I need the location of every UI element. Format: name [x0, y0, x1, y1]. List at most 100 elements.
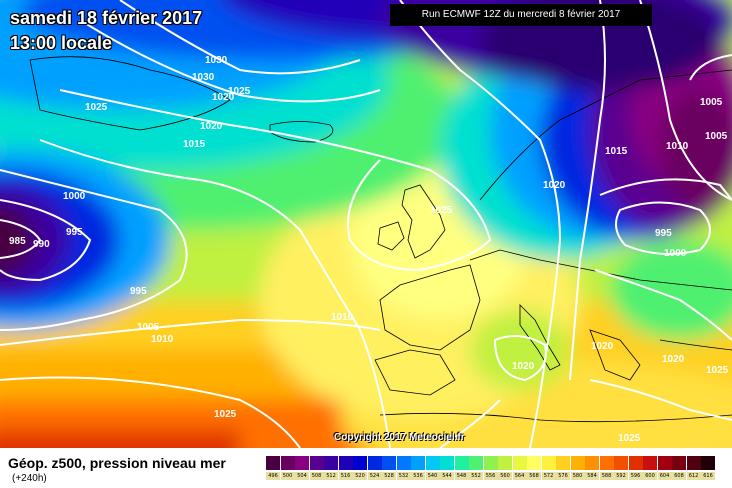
- color-scale-label: 600: [643, 472, 657, 480]
- isobar-label: 1025: [706, 365, 729, 376]
- isobar-label: 1020: [212, 92, 235, 103]
- color-scale-label: 560: [498, 472, 512, 480]
- isobar-label: 1005: [700, 97, 723, 108]
- isobar-label: 990: [33, 239, 50, 250]
- isobar-label: 1020: [512, 361, 535, 372]
- color-scale-swatch: [338, 456, 353, 470]
- color-scale-swatch: [614, 456, 628, 470]
- color-scale-swatch: [541, 456, 556, 470]
- color-scale-label: 512: [324, 472, 338, 480]
- color-scale-label: 580: [570, 472, 585, 480]
- color-scale-swatch: [469, 456, 483, 470]
- color-scale-label: 608: [672, 472, 686, 480]
- color-scale-swatch: [643, 456, 657, 470]
- color-scale-label: 552: [469, 472, 483, 480]
- color-scale-swatch: [672, 456, 686, 470]
- copyright-notice: Copyright 2017 Meteociel.fr: [334, 432, 465, 443]
- isobar-label: 1020: [591, 341, 614, 352]
- isobar-label: 985: [9, 236, 26, 247]
- color-scale-label: 572: [541, 472, 556, 480]
- color-scale-label: 516: [338, 472, 353, 480]
- run-info-banner: Run ECMWF 12Z du mercredi 8 février 2017: [390, 4, 652, 26]
- isobar-label: 1000: [63, 191, 86, 202]
- color-scale-swatch: [411, 456, 425, 470]
- color-scale-swatch: [701, 456, 715, 470]
- color-scale-swatch: [396, 456, 411, 470]
- isobar-label: 995: [655, 228, 672, 239]
- color-scale-swatch: [425, 456, 440, 470]
- color-scale-swatch: [657, 456, 672, 470]
- color-scale-swatch: [367, 456, 382, 470]
- color-scale-swatch: [324, 456, 338, 470]
- isobar-label: 1025: [228, 86, 251, 97]
- map-footer: Géop. z500, pression niveau mer (+240h) …: [0, 448, 732, 488]
- weather-map: 1030 1030 1025 1020 1025 1020 1015 1000 …: [0, 0, 732, 448]
- color-scale-label: 496: [266, 472, 280, 480]
- color-scale-label: 536: [411, 472, 425, 480]
- color-scale-label: 612: [686, 472, 701, 480]
- color-scale-label: 596: [628, 472, 643, 480]
- isobar-label: 1005: [137, 322, 160, 333]
- coastlines: [29, 56, 732, 423]
- color-scale-label: 548: [454, 472, 469, 480]
- isobar-label: 1030: [192, 72, 215, 83]
- color-scale-swatch: [585, 456, 599, 470]
- color-scale-swatch: [483, 456, 498, 470]
- isobar-label: 1020: [200, 121, 223, 132]
- isobar-label: 1015: [183, 139, 206, 150]
- color-scale-label: 568: [527, 472, 541, 480]
- color-scale-label: 604: [657, 472, 672, 480]
- isobar-label: 1010: [666, 141, 689, 152]
- color-scale-swatch: [686, 456, 701, 470]
- color-scale-swatch: [628, 456, 643, 470]
- color-scale-swatch: [266, 456, 280, 470]
- isobar-label: 1020: [543, 180, 566, 191]
- color-scale-swatch: [280, 456, 295, 470]
- isobar-label: 1005: [705, 131, 728, 142]
- isobar-label: 1025: [214, 409, 237, 420]
- color-scale-label: 588: [599, 472, 614, 480]
- isobar-label: 1030: [205, 55, 228, 66]
- color-scale-label: 592: [614, 472, 628, 480]
- color-scale-swatch: [498, 456, 512, 470]
- color-scale-label: 576: [556, 472, 570, 480]
- forecast-date: samedi 18 février 2017: [10, 8, 203, 28]
- z500-color-field: [0, 0, 732, 448]
- isobar-label: 1025: [430, 205, 453, 216]
- color-scale-swatch: [599, 456, 614, 470]
- geopotential-field: 1030 1030 1025 1020 1025 1020 1015 1000 …: [0, 0, 732, 448]
- color-scale-swatch: [440, 456, 454, 470]
- forecast-lead-time: (+240h): [12, 473, 47, 484]
- isobar-label: 1010: [331, 312, 354, 323]
- color-scale-label: 544: [440, 472, 454, 480]
- color-scale-swatch: [570, 456, 585, 470]
- isobar-labels: 1030 1030 1025 1020 1025 1020 1015 1000 …: [9, 55, 729, 444]
- color-scale-swatch: [353, 456, 367, 470]
- color-scale-label: 524: [367, 472, 382, 480]
- color-scale-swatch: [309, 456, 324, 470]
- color-scale-swatch: [512, 456, 527, 470]
- isobar-label: 1025: [618, 433, 641, 444]
- color-scale-label: 556: [483, 472, 498, 480]
- color-scale-label: 532: [396, 472, 411, 480]
- color-scale-swatch: [454, 456, 469, 470]
- color-scale-label: 564: [512, 472, 527, 480]
- isobar-label: 995: [130, 286, 147, 297]
- color-scale-label: 500: [280, 472, 295, 480]
- color-scale-swatch: [295, 456, 309, 470]
- color-scale-swatch: [527, 456, 541, 470]
- isobar-label: 995: [66, 227, 83, 238]
- isobar-label: 1020: [662, 354, 685, 365]
- forecast-time: 13:00 locale: [10, 33, 113, 53]
- isobar-label: 1000: [664, 248, 687, 259]
- color-scale-label: 520: [353, 472, 367, 480]
- color-scale-label: 616: [701, 472, 715, 480]
- color-scale-label: 508: [309, 472, 324, 480]
- color-scale-label: 528: [382, 472, 396, 480]
- isobar-label: 1010: [151, 334, 174, 345]
- color-scale-label: 584: [585, 472, 599, 480]
- color-scale-swatch: [382, 456, 396, 470]
- isobar-label: 1025: [85, 102, 108, 113]
- color-scale-label: 540: [425, 472, 440, 480]
- isobars: [0, 0, 732, 448]
